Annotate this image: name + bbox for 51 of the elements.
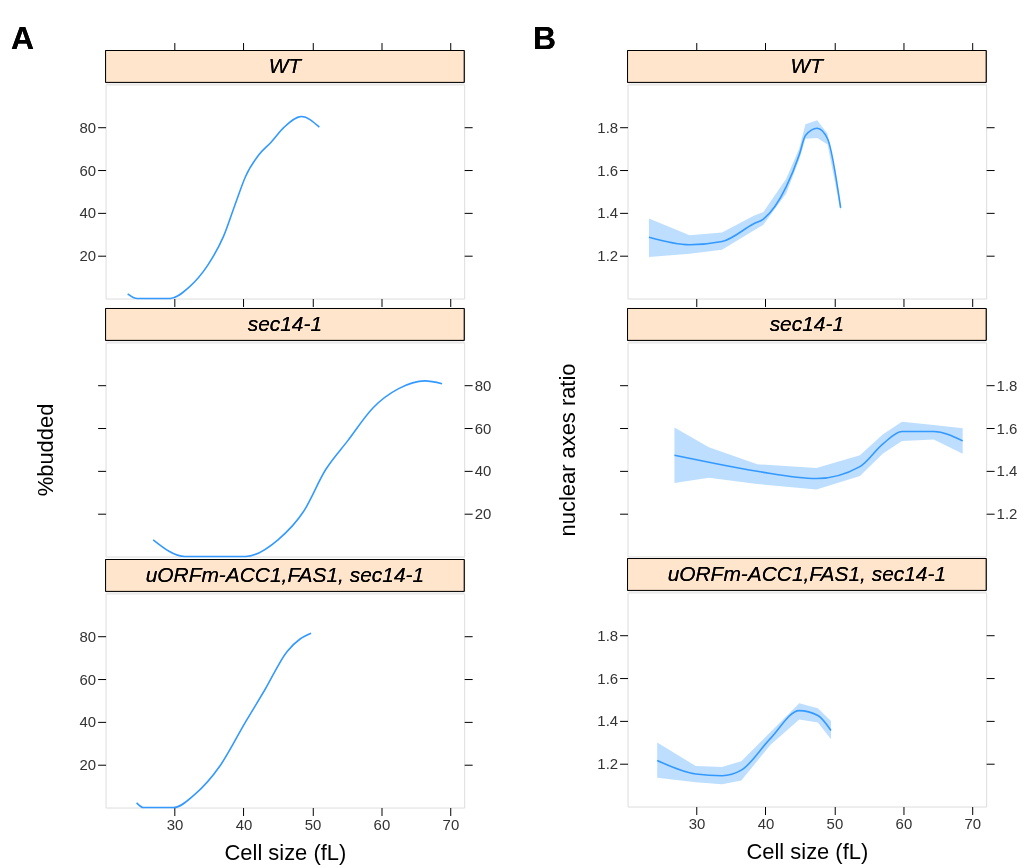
text: A xyxy=(10,19,34,56)
y2-tick-label: 40 xyxy=(474,462,492,480)
x-tick-label: 50 xyxy=(304,815,322,833)
y-tick-label: 1.4 xyxy=(597,712,619,730)
y-tick-label: 20 xyxy=(79,756,97,774)
y2-tick-label: 1.6 xyxy=(996,419,1018,437)
chart-title: uORFm-ACC1,FAS1, sec14-1 xyxy=(667,562,947,586)
y-tick-label: 40 xyxy=(79,204,97,222)
line-series xyxy=(126,115,321,300)
y2-tick-label: 20 xyxy=(474,505,492,523)
y-tick-label: 1.2 xyxy=(597,247,619,265)
y-tick-label: 60 xyxy=(79,161,97,179)
y-tick-label: 20 xyxy=(79,247,97,265)
x-tick-label: 40 xyxy=(757,814,775,832)
y-tick-label: 80 xyxy=(79,118,97,136)
y-tick-label: 1.8 xyxy=(597,626,619,644)
chart-title: sec14-1 xyxy=(769,312,845,336)
line-series xyxy=(656,709,832,777)
line-series xyxy=(135,632,312,809)
y2-tick-label: 80 xyxy=(474,376,492,394)
y-tick-label: 1.6 xyxy=(597,669,619,687)
y-axis-title: nuclear axes ratio xyxy=(554,363,580,537)
x-axis-title: Cell size (fL) xyxy=(746,838,869,864)
x-tick-label: 60 xyxy=(895,814,913,832)
chart-title: WT xyxy=(790,54,825,78)
x-tick-label: 40 xyxy=(235,815,253,833)
y-tick-label: 60 xyxy=(79,670,97,688)
line-series xyxy=(673,430,964,480)
y-tick-label: 1.2 xyxy=(597,755,619,773)
x-tick-label: 50 xyxy=(826,814,844,832)
y-tick-label: 1.6 xyxy=(597,161,619,179)
x-tick-label: 30 xyxy=(688,814,706,832)
line-series xyxy=(152,380,443,558)
y-tick-label: 40 xyxy=(79,713,97,731)
y-tick-label: 80 xyxy=(79,627,97,645)
x-tick-label: 70 xyxy=(964,814,982,832)
y2-tick-label: 1.4 xyxy=(996,462,1018,480)
x-tick-label: 60 xyxy=(373,815,391,833)
y-axis-title: %budded xyxy=(32,403,58,497)
chart-title: sec14-1 xyxy=(247,312,323,336)
y2-tick-label: 1.8 xyxy=(996,376,1018,394)
x-axis-title: Cell size (fL) xyxy=(224,839,347,865)
y2-tick-label: 1.2 xyxy=(996,505,1018,523)
text: B xyxy=(532,19,556,56)
chart-title: WT xyxy=(268,54,303,78)
y-tick-label: 1.4 xyxy=(597,204,619,222)
x-tick-label: 30 xyxy=(166,815,184,833)
y2-tick-label: 60 xyxy=(474,419,492,437)
chart-title: uORFm-ACC1,FAS1, sec14-1 xyxy=(145,563,425,587)
x-tick-label: 70 xyxy=(442,815,460,833)
y-tick-label: 1.8 xyxy=(597,118,619,136)
